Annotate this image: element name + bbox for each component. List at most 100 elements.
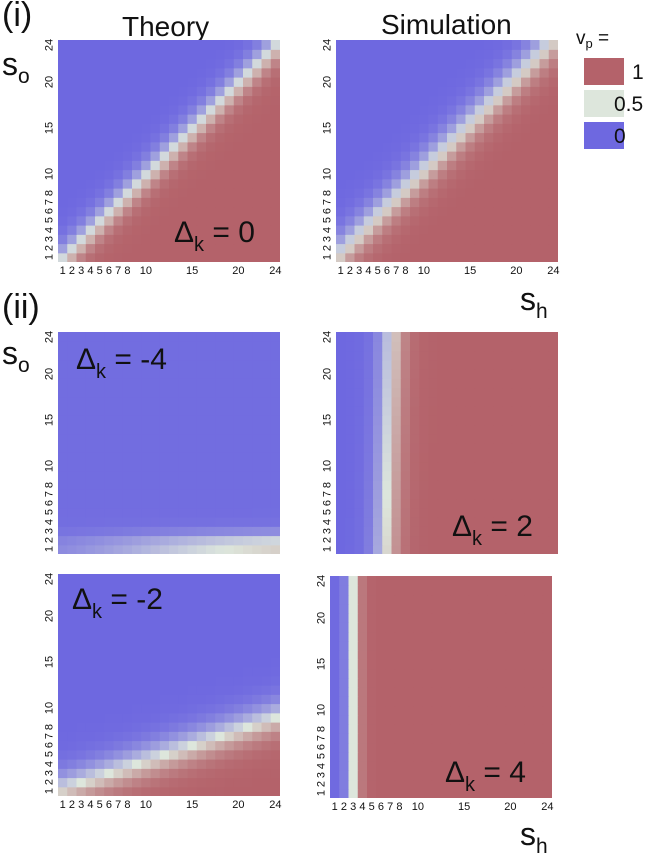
heatmap-cell (132, 234, 142, 245)
heatmap-cell (243, 620, 253, 631)
heatmap-cell (58, 188, 68, 198)
heatmap-cell (502, 123, 513, 134)
heatmap-cell (85, 67, 96, 78)
heatmap-cell (169, 601, 179, 612)
heatmap-cell (431, 659, 442, 670)
heatmap-cell (270, 452, 280, 463)
heatmap-cell (456, 480, 467, 490)
heatmap-cell (428, 151, 439, 161)
heatmap-cell (159, 629, 170, 640)
heatmap-cell (548, 160, 558, 171)
heatmap-cell (141, 197, 152, 208)
heatmap-cell (530, 206, 541, 217)
heatmap-cell (252, 443, 263, 453)
heatmap-cell (548, 58, 558, 69)
heatmap-cell (511, 169, 522, 180)
x-tick-label: 24 (547, 265, 560, 277)
heatmap-cell (150, 722, 161, 732)
heatmap-cell (215, 611, 226, 621)
heatmap-cell (243, 160, 253, 171)
heatmap-cell (169, 396, 179, 407)
heatmap-cell (187, 657, 198, 668)
heatmap-cell (187, 452, 198, 463)
heatmap-cell (336, 378, 346, 389)
heatmap-cell (187, 67, 198, 78)
heatmap-cell (419, 544, 430, 554)
heatmap-cell (373, 378, 383, 389)
heatmap-cell (410, 123, 420, 134)
heatmap-cell (345, 160, 356, 171)
heatmap-cell (345, 123, 356, 134)
heatmap-cell (496, 603, 507, 614)
heatmap-cell (363, 178, 374, 189)
heatmap-cell (410, 169, 420, 180)
heatmap-cell (524, 714, 535, 725)
heatmap-cell (243, 768, 253, 779)
heatmap-cell (104, 369, 115, 379)
heatmap-cell (487, 631, 498, 642)
heatmap-cell (391, 123, 402, 134)
heatmap-cell (493, 40, 504, 50)
heatmap-cell (428, 86, 439, 97)
heatmap-cell (478, 696, 488, 707)
heatmap-cell (196, 77, 207, 87)
heatmap-cell (413, 668, 424, 679)
heatmap-cell (206, 611, 216, 621)
heatmap-cell (141, 629, 152, 640)
heatmap-cell (468, 650, 479, 660)
heatmap-cell (348, 742, 359, 753)
heatmap-cell (400, 40, 411, 50)
heatmap-cell (169, 452, 179, 463)
heatmap-cell (336, 77, 346, 87)
heatmap-cell (502, 77, 513, 87)
heatmap-cell (76, 178, 87, 189)
heatmap-cell (400, 67, 411, 78)
heatmap-cell (385, 714, 396, 725)
heatmap-cell (233, 243, 244, 254)
heatmap-cell (511, 369, 522, 379)
heatmap-cell (502, 452, 513, 463)
heatmap-cell (336, 188, 346, 198)
column-title-theory: Theory (122, 11, 210, 42)
heatmap-cell (336, 433, 346, 444)
heatmap-cell (484, 169, 494, 180)
heatmap-cell (524, 687, 535, 697)
heatmap-cell (233, 123, 244, 134)
heatmap-cell (373, 507, 383, 518)
heatmap-cell (243, 252, 253, 262)
heatmap-cell (187, 160, 198, 171)
heatmap-cell (539, 517, 550, 527)
heatmap-cell (76, 592, 87, 603)
y-tick-label: 24 (43, 330, 56, 343)
heatmap-cell (215, 535, 226, 546)
heatmap-cell (511, 86, 522, 97)
heatmap-cell (456, 243, 467, 254)
heatmap-cell (474, 160, 485, 171)
heatmap-cell (252, 215, 263, 226)
heatmap-cell (150, 433, 161, 444)
heatmap-cell (243, 574, 253, 584)
heatmap-cell (113, 396, 124, 407)
heatmap-cell (450, 613, 461, 623)
heatmap-cell (132, 544, 142, 554)
heatmap-cell (548, 206, 558, 217)
heatmap-cell (252, 657, 263, 668)
heatmap-cell (422, 576, 433, 586)
heatmap-cell (104, 178, 115, 189)
heatmap-cell (104, 740, 115, 751)
heatmap-cell (104, 638, 115, 649)
heatmap-cell (524, 594, 535, 605)
heatmap-cell (367, 576, 377, 586)
heatmap-cell (533, 687, 544, 697)
heatmap-cell (428, 387, 439, 398)
heatmap-cell (511, 243, 522, 254)
heatmap-cell (85, 498, 96, 509)
heatmap-cell (58, 49, 68, 60)
heatmap-cell (224, 470, 235, 481)
heatmap-cell (224, 350, 235, 361)
heatmap-cell (67, 583, 78, 594)
heatmap-cell (150, 234, 161, 245)
heatmap-cell (104, 759, 115, 769)
heatmap-cell (400, 252, 411, 262)
heatmap-cell (410, 67, 420, 78)
